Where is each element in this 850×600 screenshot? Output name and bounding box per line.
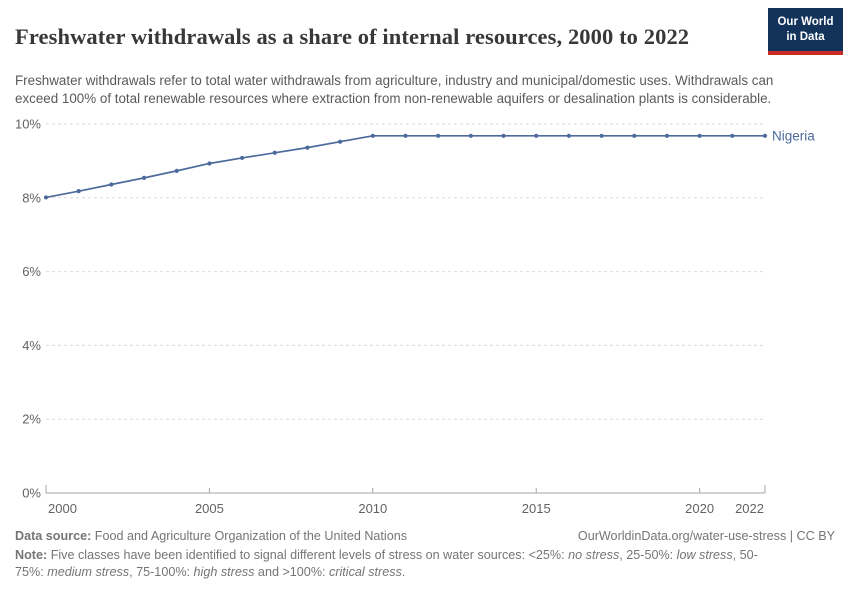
x-axis-tick-label: 2022: [735, 501, 764, 516]
data-point[interactable]: [534, 133, 539, 138]
note-text: Note: Five classes have been identified …: [15, 548, 758, 580]
data-point[interactable]: [436, 133, 441, 138]
y-axis-tick-label: 6%: [22, 264, 41, 279]
data-point[interactable]: [370, 133, 375, 138]
series-label-nigeria[interactable]: Nigeria: [772, 128, 815, 143]
page-title: Freshwater withdrawals as a share of int…: [15, 24, 690, 50]
chart-container: 0% 2% 4% 6% 8% 10% 2000 2005 2010 2015 2020 2022 Nig…: [0, 112, 850, 524]
chart-subtitle: Freshwater withdrawals refer to total wa…: [15, 73, 774, 107]
x-axis-tick-label: 2000: [48, 501, 77, 516]
data-point[interactable]: [43, 195, 49, 200]
license-link[interactable]: OurWorldinData.org/water-use-stress | CC…: [577, 529, 835, 543]
data-point[interactable]: [632, 133, 637, 138]
data-point[interactable]: [338, 139, 343, 144]
data-point[interactable]: [207, 161, 212, 166]
x-axis-tick-label: 2010: [358, 501, 387, 516]
data-point[interactable]: [305, 145, 310, 150]
chart-area: 0% 2% 4% 6% 8% 10% 2000 2005 2010 2015 2020 2022 Nig…: [15, 117, 815, 517]
series-line-nigeria[interactable]: [45, 134, 765, 199]
data-point[interactable]: [403, 133, 408, 138]
x-axis-tick-label: 2020: [685, 501, 714, 516]
data-point[interactable]: [730, 133, 735, 138]
owid-logo-line2: in Data: [786, 30, 825, 43]
data-point[interactable]: [501, 133, 506, 138]
data-point[interactable]: [109, 182, 114, 187]
owid-logo-line1: Our World: [777, 16, 834, 28]
data-point[interactable]: [239, 155, 245, 161]
data-point[interactable]: [76, 189, 81, 194]
data-point[interactable]: [762, 133, 768, 138]
data-source-text: Data source: Food and Agriculture Organi…: [15, 529, 408, 543]
data-point[interactable]: [599, 133, 604, 138]
chart-footer: Data source: Food and Agriculture Organi…: [15, 529, 835, 582]
x-axis-tick-label: 2005: [195, 501, 224, 516]
y-axis-tick-label: 0%: [22, 486, 41, 501]
data-point[interactable]: [141, 175, 147, 180]
data-point[interactable]: [664, 133, 670, 138]
data-point[interactable]: [697, 133, 702, 138]
owid-logo: Our World in Data: [768, 8, 843, 55]
data-point[interactable]: [468, 133, 473, 138]
x-axis-tick-label: 2015: [522, 501, 551, 516]
y-axis-tick-label: 2%: [22, 412, 41, 427]
data-point[interactable]: [174, 168, 179, 173]
data-point[interactable]: [566, 133, 572, 138]
y-axis-tick-label: 4%: [22, 338, 41, 353]
data-point[interactable]: [272, 150, 277, 155]
y-axis-tick-label: 10%: [15, 117, 41, 132]
y-axis-tick-label: 8%: [22, 190, 41, 205]
